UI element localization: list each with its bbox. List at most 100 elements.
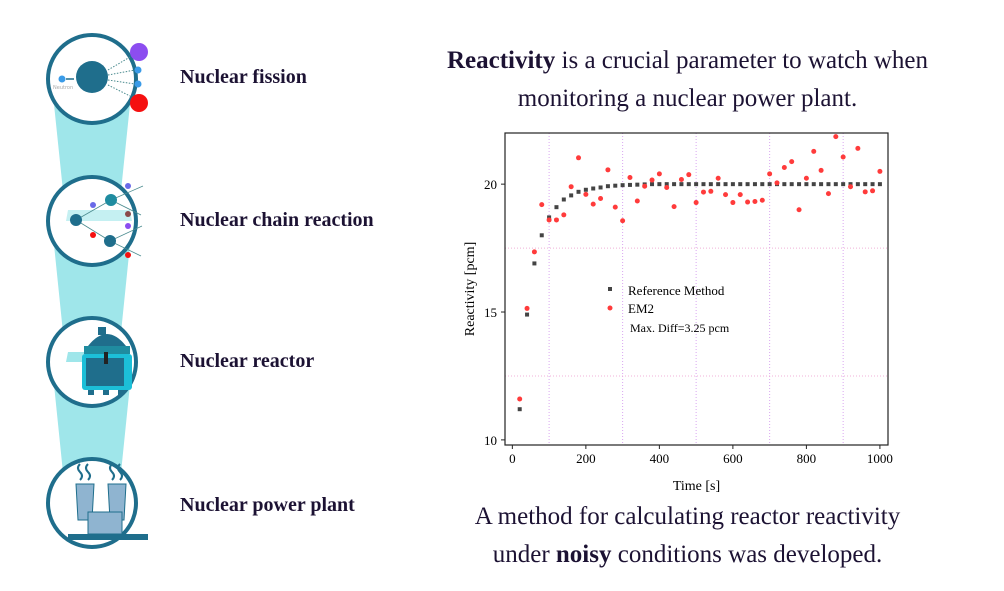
plot-frame <box>504 132 889 446</box>
em2-point <box>678 177 684 183</box>
em2-point <box>855 145 861 151</box>
ref-point <box>848 182 853 187</box>
em2-point <box>656 171 662 177</box>
chain-reaction-icon <box>46 175 144 267</box>
ref-point <box>870 182 875 187</box>
step-label-chain-reaction: Nuclear chain reaction <box>180 209 374 231</box>
ref-point <box>811 182 816 187</box>
ref-point <box>686 182 691 187</box>
em2-point <box>825 191 831 197</box>
ref-point <box>554 205 559 210</box>
em2-point <box>870 188 876 194</box>
x-tick-label: 400 <box>650 451 670 466</box>
ref-point <box>532 261 537 266</box>
ref-point <box>525 312 530 317</box>
ref-point <box>752 182 757 187</box>
ref-point <box>539 233 544 238</box>
process-diagram: Neutron <box>46 33 148 549</box>
ref-point <box>789 182 794 187</box>
em2-point <box>759 197 765 203</box>
x-tick-label: 1000 <box>867 451 893 466</box>
x-tick-label: 0 <box>509 451 516 466</box>
em2-point <box>576 155 582 161</box>
bottom-text-bold: noisy <box>555 541 612 568</box>
ref-point <box>576 189 581 194</box>
ref-point <box>782 182 787 187</box>
em2-point <box>553 217 559 223</box>
step-label-reactor: Nuclear reactor <box>180 350 315 372</box>
em2-point <box>715 175 721 181</box>
em2-point <box>767 171 773 177</box>
em2-point <box>627 174 633 180</box>
bottom-text-pre: under <box>492 541 556 568</box>
x-axis-label: Time [s] <box>673 479 720 494</box>
y-axis-label: Reactivity [pcm] <box>463 242 478 336</box>
x-tick-label: 800 <box>797 451 817 466</box>
em2-point <box>708 188 714 194</box>
ref-point <box>583 187 588 192</box>
x-tick-label: 600 <box>723 451 743 466</box>
em2-point <box>634 198 640 204</box>
em2-point <box>561 212 567 218</box>
em2-point <box>862 189 868 195</box>
em2-point <box>583 191 589 197</box>
top-text-bold: Reactivity <box>446 47 556 74</box>
ref-point <box>613 183 618 188</box>
ref-point <box>605 184 610 189</box>
ref-point <box>833 182 838 187</box>
legend-marker-em2 <box>607 305 613 311</box>
em2-point <box>649 177 655 183</box>
em2-point <box>840 154 846 160</box>
ref-point <box>730 182 735 187</box>
ref-point <box>650 182 655 187</box>
em2-point <box>752 199 758 205</box>
em2-point <box>723 192 729 198</box>
ref-point <box>635 182 640 187</box>
em2-point <box>877 168 883 174</box>
em2-point <box>531 249 537 255</box>
em2-point <box>590 201 596 207</box>
legend-label-em2: EM2 <box>628 301 654 316</box>
ref-point <box>694 182 699 187</box>
em2-point <box>833 134 839 140</box>
em2-point <box>818 167 824 173</box>
ref-point <box>672 182 677 187</box>
ref-point <box>664 182 669 187</box>
ref-point <box>517 407 522 412</box>
power-plant-icon <box>46 457 148 549</box>
em2-point <box>781 165 787 171</box>
em2-point <box>745 199 751 205</box>
ref-point <box>826 182 831 187</box>
ref-point <box>863 182 868 187</box>
em2-point <box>598 195 604 201</box>
ref-point <box>738 182 743 187</box>
ref-point <box>841 182 846 187</box>
ref-point <box>723 182 728 187</box>
legend-marker-ref <box>608 287 612 291</box>
ref-point <box>855 182 860 187</box>
y-tick-label: 10 <box>484 433 497 448</box>
fission-icon: Neutron <box>46 33 148 125</box>
em2-point <box>693 200 699 206</box>
ref-point <box>627 182 632 187</box>
ref-point <box>547 215 552 220</box>
ref-point <box>819 182 824 187</box>
ref-point <box>760 182 765 187</box>
ref-point <box>561 197 566 202</box>
bottom-text-post: conditions was developed. <box>611 541 883 568</box>
em2-point <box>730 200 736 206</box>
em2-point <box>796 207 802 213</box>
em2-point <box>671 204 677 210</box>
em2-point <box>642 183 648 189</box>
em2-point <box>803 175 809 181</box>
ref-point <box>797 182 802 187</box>
bottom-text-line1: A method for calculating reactor reactiv… <box>474 503 901 530</box>
em2-point <box>524 305 530 311</box>
em2-point <box>848 184 854 190</box>
top-text: Reactivity is a crucial parameter to wat… <box>400 42 975 118</box>
ref-point <box>598 185 603 190</box>
em2-point <box>774 180 780 186</box>
legend-label-ref: Reference Method <box>628 283 725 298</box>
em2-point <box>700 189 706 195</box>
step-label-power-plant: Nuclear power plant <box>180 494 355 516</box>
